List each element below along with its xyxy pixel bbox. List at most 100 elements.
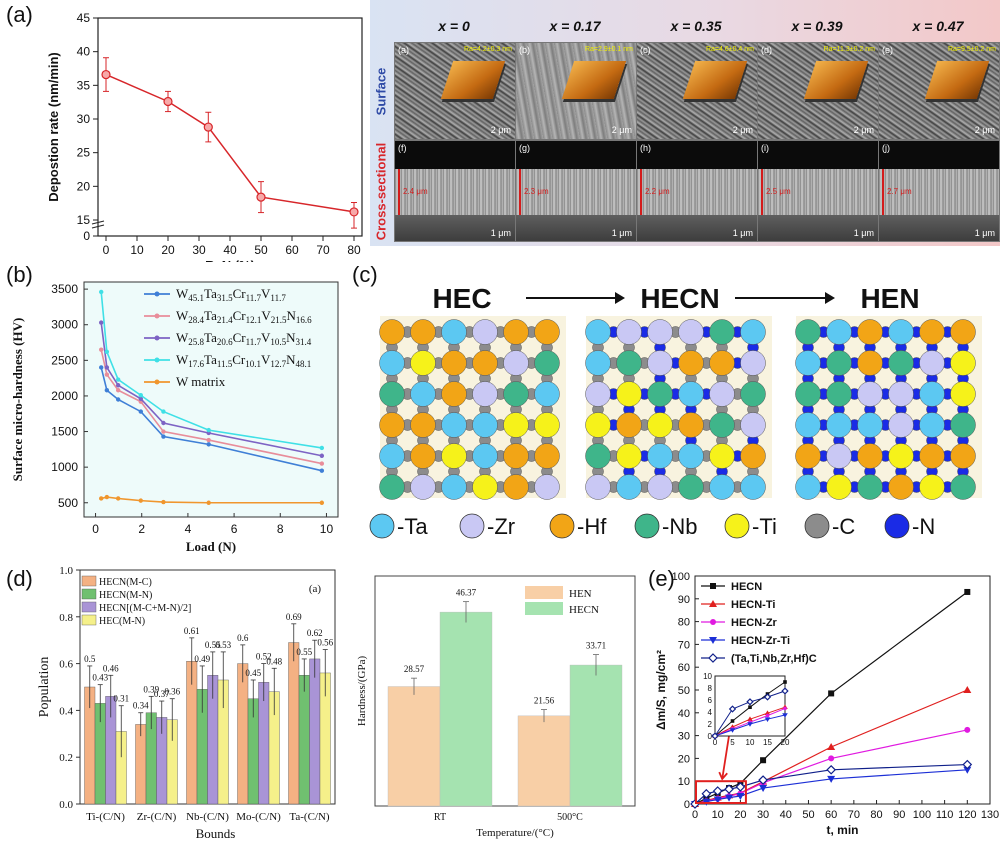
legend-label: W45.1Ta31.5Cr11.7V11.7 <box>176 286 286 303</box>
metal-atom <box>441 350 467 376</box>
metal-atom <box>472 412 498 438</box>
sem-surface-image: (d) Ra=11.3±0.2 nm 2 μm <box>757 42 879 140</box>
afm-inset <box>561 61 627 99</box>
data-point <box>104 494 110 500</box>
x-tick-label: 110 <box>936 809 954 821</box>
bar <box>298 675 310 805</box>
y-tick-label: 0.6 <box>59 659 73 671</box>
legend-atom <box>634 513 660 539</box>
value-label: 0.37 <box>154 689 170 699</box>
x-tick-label: 80 <box>870 809 882 821</box>
data-point <box>763 693 772 701</box>
zoom-arrow-head <box>718 771 728 781</box>
metal-atom <box>678 412 704 438</box>
composition-header: x = 0.39 <box>791 18 843 34</box>
data-point <box>206 427 211 433</box>
x-tick-label: 70 <box>848 809 860 821</box>
inset-x-tick-label: 15 <box>763 738 772 747</box>
x-tick-label: 0 <box>92 522 99 536</box>
x-tick-label: Ta-(C/N) <box>289 811 329 823</box>
x-tick-label: 10 <box>130 243 144 257</box>
metal-atom <box>950 443 976 469</box>
y-tick-label: 3000 <box>51 318 78 332</box>
metal-atom <box>585 350 611 376</box>
x-tick-label: 30 <box>757 809 769 821</box>
data-point <box>765 713 770 718</box>
metal-atom <box>857 381 883 407</box>
y-axis-label: Population <box>37 657 52 718</box>
sem-sub-label: (a) <box>398 45 409 55</box>
data-point <box>161 429 166 434</box>
data-point <box>711 732 719 740</box>
y-axis-label: Surface micro-hardness (HV) <box>10 318 25 482</box>
value-label: 0.53 <box>215 640 231 650</box>
legend-swatch <box>81 575 97 587</box>
legend-atom <box>459 513 485 539</box>
y-tick-label: 1.0 <box>59 565 73 577</box>
afm-inset <box>440 61 506 99</box>
legend-atom <box>369 513 395 539</box>
data-point <box>101 69 111 80</box>
data-point <box>828 755 835 762</box>
value-label: 33.71 <box>586 641 606 651</box>
crystal-svg: HEC HECN HEN -Ta -Zr -Hf -Nb -Ti -C -N <box>369 283 982 539</box>
metal-atom <box>678 319 704 345</box>
panel-label-b: (b) <box>6 262 33 287</box>
sem-surface-image: (b) Ra=2.9±0.1 nm 2 μm <box>515 42 637 140</box>
metal-atom <box>472 350 498 376</box>
legend-label: W25.8Ta20.6Cr11.7V10.5N31.4 <box>176 330 312 347</box>
crystal-box-hecn <box>585 316 772 500</box>
data-point <box>782 713 788 718</box>
arrow-head <box>825 292 835 304</box>
scale-bar-label: 2 μm <box>732 125 753 135</box>
inset-x-tick-label: 10 <box>746 738 755 747</box>
data-point <box>138 396 144 401</box>
y-tick-label: 0 <box>684 799 690 811</box>
x-tick-label: 20 <box>161 243 175 257</box>
metal-atom <box>410 412 436 438</box>
value-label: 0.48 <box>266 656 282 666</box>
metal-atom <box>616 412 642 438</box>
scale-bar-label: 2 μm <box>853 125 874 135</box>
legend-atom-label: -Zr <box>487 514 515 539</box>
x-tick-label: Zr-(C/N) <box>137 811 177 823</box>
y-axis-label: Δm/S, mg/cm² <box>654 650 668 730</box>
metal-atom <box>795 319 821 345</box>
metal-atom <box>795 474 821 500</box>
value-label: 0.5 <box>84 654 96 664</box>
x-tick-label: 60 <box>285 243 299 257</box>
y-tick-label: 3500 <box>51 282 78 296</box>
metal-atom <box>503 443 529 469</box>
metal-atom <box>888 474 914 500</box>
metal-atom <box>534 319 560 345</box>
metal-atom <box>888 319 914 345</box>
value-label: 0.55 <box>296 647 312 657</box>
legend-swatch <box>81 588 97 600</box>
metal-atom <box>709 474 735 500</box>
x-tick-label: 8 <box>277 522 284 536</box>
x-tick-label: 70 <box>316 243 330 257</box>
thickness-value: 2.3 μm <box>524 187 549 196</box>
metal-atom <box>534 474 560 500</box>
metal-atom <box>678 443 704 469</box>
y-tick-label: 50 <box>678 685 690 697</box>
metal-atom <box>795 381 821 407</box>
panel-label-d: (d) <box>6 566 33 591</box>
x-axis-label: R_N (%) <box>205 258 255 262</box>
value-label: 0.69 <box>286 612 302 622</box>
roughness-value: Ra=9.5±0.2 nm <box>947 46 996 53</box>
value-label: 0.56 <box>317 638 333 648</box>
data-point <box>729 728 736 733</box>
metal-atom <box>616 350 642 376</box>
metal-atom <box>919 412 945 438</box>
metal-atom <box>795 350 821 376</box>
sem-cross-image: (h) 2.2 μm 1 μm <box>636 140 758 242</box>
value-label: 0.46 <box>103 663 119 673</box>
afm-inset <box>924 61 990 99</box>
data-point <box>349 207 359 217</box>
legend-marker <box>154 313 160 319</box>
scale-bar-label: 1 μm <box>611 228 632 238</box>
legend-marker <box>154 357 160 363</box>
y-tick-label: 0.0 <box>59 799 73 811</box>
metal-atom <box>379 319 405 345</box>
